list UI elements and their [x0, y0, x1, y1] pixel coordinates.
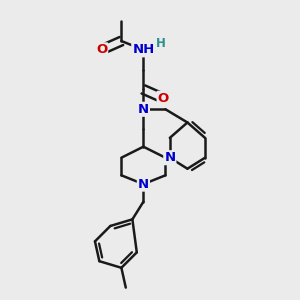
Text: NH: NH: [132, 43, 154, 56]
Text: N: N: [138, 178, 149, 190]
Text: O: O: [96, 43, 107, 56]
Text: N: N: [164, 151, 175, 164]
Text: N: N: [138, 103, 149, 116]
Text: O: O: [158, 92, 169, 105]
Text: H: H: [155, 37, 165, 50]
